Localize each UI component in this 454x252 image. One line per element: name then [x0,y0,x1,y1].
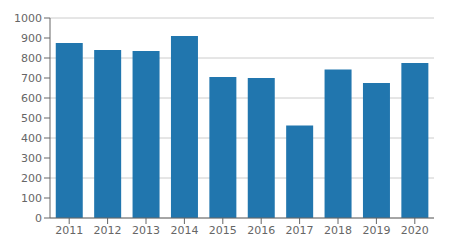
svg-text:100: 100 [21,192,42,205]
svg-text:2013: 2013 [132,224,160,237]
svg-text:1000: 1000 [14,12,42,25]
svg-text:600: 600 [21,92,42,105]
svg-text:2012: 2012 [94,224,122,237]
svg-text:2019: 2019 [362,224,390,237]
svg-text:200: 200 [21,172,42,185]
svg-text:2017: 2017 [286,224,314,237]
svg-text:2014: 2014 [170,224,198,237]
svg-text:900: 900 [21,32,42,45]
svg-text:2011: 2011 [55,224,83,237]
svg-text:800: 800 [21,52,42,65]
svg-text:0: 0 [35,212,42,225]
svg-text:2015: 2015 [209,224,237,237]
svg-text:300: 300 [21,152,42,165]
svg-text:2018: 2018 [324,224,352,237]
svg-text:400: 400 [21,132,42,145]
svg-text:2016: 2016 [247,224,275,237]
svg-text:500: 500 [21,112,42,125]
svg-text:700: 700 [21,72,42,85]
svg-text:2020: 2020 [401,224,429,237]
